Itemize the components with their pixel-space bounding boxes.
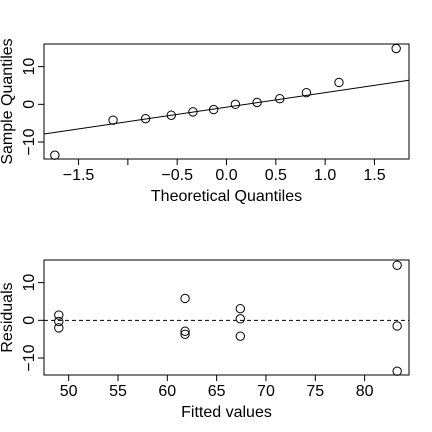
- residual-y-tick-label: 10: [21, 274, 38, 292]
- qq-points-group: [50, 43, 401, 160]
- residual-x-tick-label: 50: [60, 383, 78, 400]
- residual-y-axis-label: Residuals: [0, 282, 16, 352]
- residual-point: [180, 329, 190, 339]
- qq-y-axis-label: Sample Quantiles: [0, 38, 16, 164]
- residual-point: [392, 366, 402, 376]
- qq-point: [230, 99, 241, 110]
- residual-x-tick-label: 65: [208, 383, 226, 400]
- residual-x-axis-label: Fitted values: [181, 404, 272, 421]
- residual-y-tick-label: −10: [21, 344, 38, 371]
- qq-y-tick-label: −10: [21, 128, 38, 155]
- qq-x-axis: −1.5 −0.5 0.0 0.5 1.0 1.5: [63, 159, 386, 184]
- residual-x-tick-label: 75: [306, 383, 324, 400]
- qq-x-tick-label: −0.5: [161, 167, 193, 184]
- residual-point: [180, 326, 190, 336]
- qq-x-tick-label: 1.5: [363, 167, 385, 184]
- residual-plot-panel: 50 55 60 65 70 75 80 −10 0 10 Fitted values Resi…: [0, 259, 410, 421]
- qq-plot-panel: −1.5 −0.5 0.0 0.5 1.0 1.5 −10 0 10 Theoretical …: [0, 38, 410, 205]
- residual-point: [235, 303, 246, 314]
- residual-point: [392, 321, 402, 331]
- residual-points-group: [54, 260, 402, 376]
- qq-x-tick-label: 1.0: [314, 167, 336, 184]
- qq-x-tick-label: 0.0: [215, 167, 237, 184]
- qq-point: [391, 43, 401, 54]
- qq-point: [301, 87, 312, 98]
- qq-y-tick-label: 0: [21, 100, 38, 109]
- qq-point: [334, 77, 344, 88]
- residual-point: [54, 310, 64, 320]
- residual-plot-frame: [43, 259, 410, 376]
- qq-x-axis-label: Theoretical Quantiles: [151, 188, 302, 205]
- residual-point: [235, 331, 246, 341]
- qq-y-tick-label: 10: [21, 58, 38, 76]
- qq-reference-line-group: [43, 79, 410, 135]
- qq-reference-line: [43, 79, 410, 135]
- qq-point: [108, 115, 118, 125]
- residual-x-tick-label: 70: [257, 383, 275, 400]
- residual-x-axis: 50 55 60 65 70 75 80: [60, 375, 374, 400]
- residual-point: [235, 314, 246, 324]
- qq-x-tick-label: 0.5: [265, 167, 287, 184]
- qq-point: [275, 93, 285, 104]
- residual-point: [54, 323, 64, 333]
- qq-point: [188, 107, 198, 117]
- qq-point: [140, 113, 151, 124]
- qq-point: [252, 97, 262, 108]
- residual-point: [392, 260, 402, 270]
- residual-point: [54, 316, 64, 327]
- qq-point: [166, 110, 176, 120]
- qq-point: [50, 150, 60, 160]
- residual-x-tick-label: 60: [158, 383, 176, 400]
- residual-x-tick-label: 80: [356, 383, 374, 400]
- qq-point: [208, 104, 219, 115]
- qq-y-axis: −10 0 10: [21, 58, 44, 156]
- residual-point: [180, 293, 190, 304]
- qq-x-tick-label: −1.5: [63, 167, 95, 184]
- residual-x-tick-label: 55: [109, 383, 127, 400]
- qq-plot-frame: [43, 43, 410, 160]
- residual-y-axis: −10 0 10: [21, 274, 44, 372]
- residual-y-tick-label: 0: [21, 316, 38, 325]
